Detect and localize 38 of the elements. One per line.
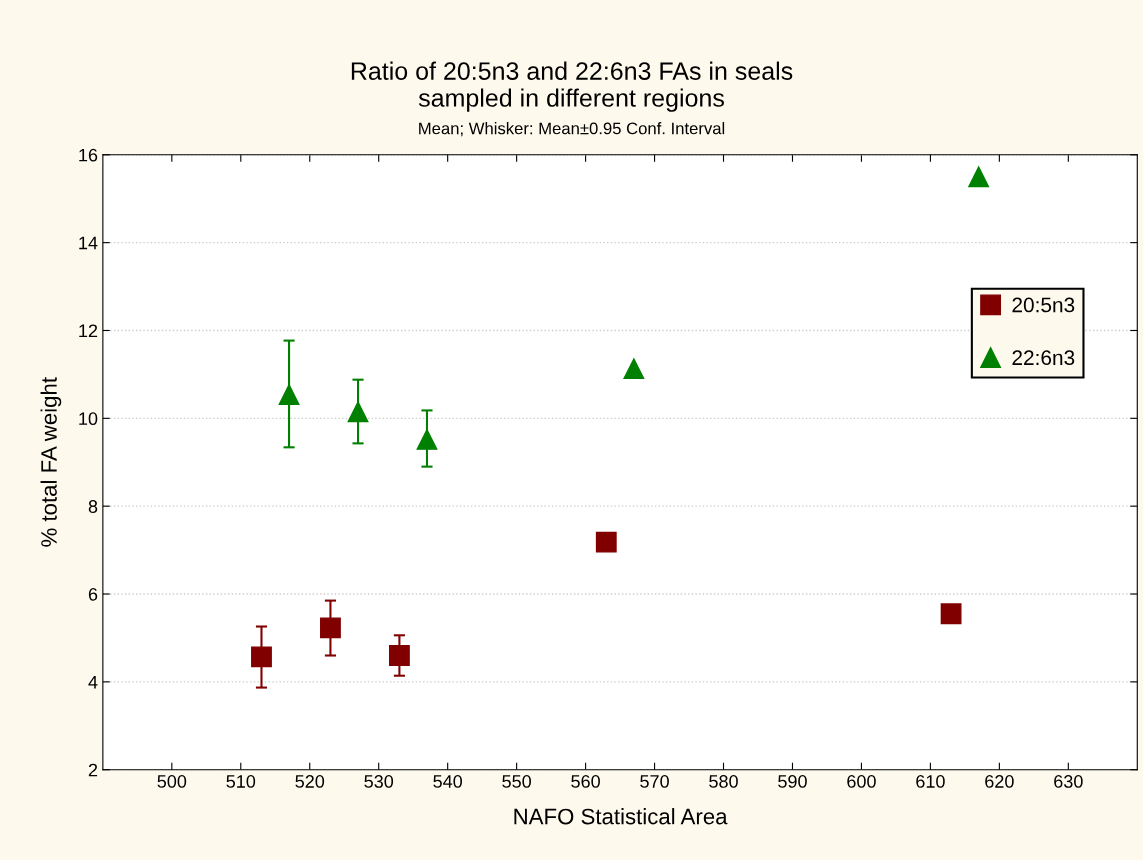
point	[251, 646, 272, 668]
point	[388, 645, 410, 666]
x-tick-label: 550	[502, 775, 531, 788]
point	[416, 428, 438, 450]
point	[623, 358, 645, 380]
x-tick-label: 620	[985, 775, 1014, 788]
x-tick-label: 590	[778, 775, 807, 788]
y-tick-label: 12	[79, 324, 98, 338]
point	[940, 603, 962, 625]
chart-subtitle: Mean; Whisker: Mean±0.95 Conf. Interval	[419, 122, 725, 137]
point	[278, 384, 300, 406]
x-tick-label: 630	[1054, 775, 1083, 788]
x-tick-label: 530	[364, 775, 394, 788]
x-tick-label: 600	[847, 775, 876, 788]
x-tick-label: 510	[226, 775, 256, 788]
x-tick-label: 570	[640, 775, 669, 788]
x-tick-label: 610	[916, 775, 945, 788]
point	[320, 617, 341, 639]
y-tick-label: 4	[88, 675, 98, 689]
point	[595, 531, 617, 553]
y-tick-label: 10	[79, 412, 98, 426]
y-axis-title: % total FA weight	[40, 377, 62, 547]
x-tick-label: 500	[157, 775, 187, 788]
legend-label: 20:5n3	[1012, 297, 1075, 313]
y-tick-label: 14	[79, 236, 98, 250]
y-tick-label: 2	[88, 763, 98, 777]
y-tick-label: 6	[88, 587, 98, 601]
point	[968, 166, 990, 188]
x-tick-label: 560	[571, 775, 600, 788]
y-tick-label: 16	[79, 148, 98, 162]
point	[347, 401, 369, 423]
y-tick-label: 8	[88, 500, 98, 513]
x-tick-label: 520	[295, 775, 325, 788]
x-axis-title: NAFO Statistical Area	[514, 808, 728, 825]
x-tick-label: 540	[433, 775, 463, 788]
x-tick-label: 580	[709, 775, 738, 788]
chart-title: Ratio of 20:5n3 and 22:6n3 FAs in seals sampled in different regions	[351, 61, 793, 112]
legend-label: 22:6n3	[1012, 350, 1075, 366]
